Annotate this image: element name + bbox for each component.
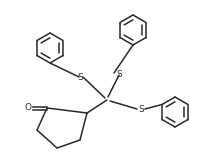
Text: S: S — [77, 72, 83, 81]
Text: O: O — [24, 104, 32, 113]
Text: S: S — [138, 105, 144, 114]
Text: S: S — [116, 69, 122, 78]
